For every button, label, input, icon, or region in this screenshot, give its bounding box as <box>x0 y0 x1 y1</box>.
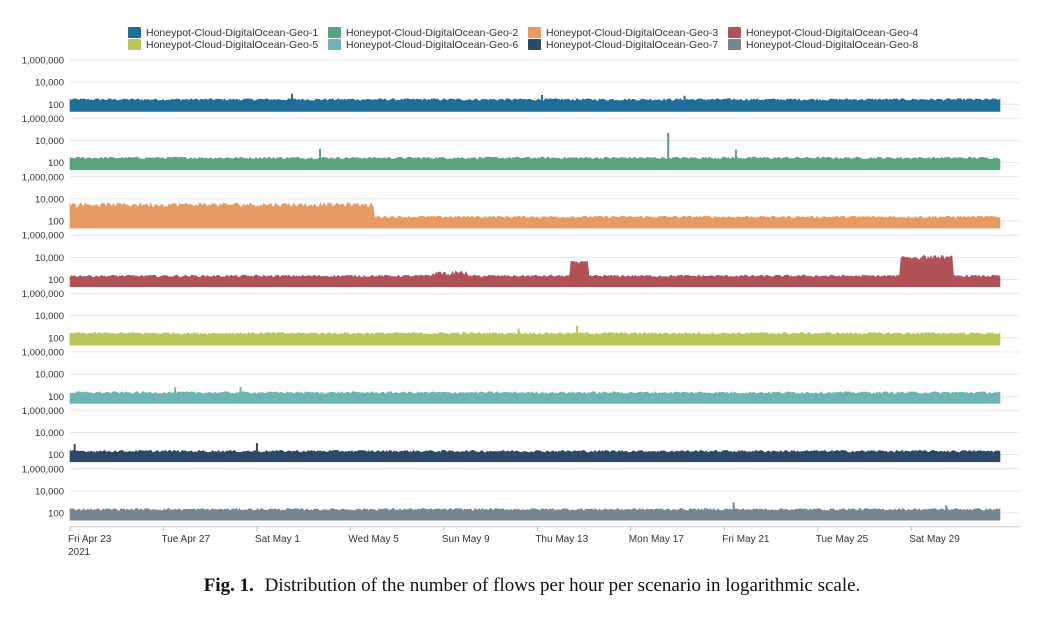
y-tick-label: 1,000,000 <box>22 464 64 475</box>
series-area <box>69 391 1001 404</box>
x-tick-label: Fri Apr 23 <box>68 534 112 545</box>
legend-label: Honeypot-Cloud-DigitalOcean-Geo-7 <box>546 38 719 51</box>
chart-svg: 100 10,000 1,000,000 100 10,000 1,000,000 100 1… <box>22 56 1020 558</box>
legend-swatch <box>728 27 741 38</box>
y-tick-label: 1,000,000 <box>22 406 64 417</box>
y-tick-label: 10,000 <box>35 486 64 497</box>
y-tick-label: 100 <box>48 509 64 520</box>
y-tick-label: 10,000 <box>35 428 64 439</box>
legend-swatch <box>528 39 541 50</box>
y-tick-label: 1,000,000 <box>22 172 64 183</box>
y-tick-label: 1,000,000 <box>22 114 64 125</box>
legend-swatch <box>128 27 141 38</box>
figure-caption: Fig. 1. Distribution of the number of fl… <box>0 575 1064 597</box>
series-area <box>69 507 1001 521</box>
y-tick-label: 10,000 <box>35 136 64 147</box>
y-tick-label: 1,000,000 <box>22 289 64 300</box>
legend-swatch <box>728 39 741 50</box>
y-tick-label: 100 <box>48 100 64 111</box>
legend-label: Honeypot-Cloud-DigitalOcean-Geo-4 <box>746 26 919 39</box>
x-tick-label: Mon May 17 <box>629 534 684 545</box>
y-tick-label: 100 <box>48 392 64 403</box>
y-tick-label: 1,000,000 <box>22 231 64 242</box>
x-tick-label: Tue Apr 27 <box>161 534 210 545</box>
legend-item: Honeypot-Cloud-DigitalOcean-Geo-7 <box>528 38 718 51</box>
legend-item: Honeypot-Cloud-DigitalOcean-Geo-8 <box>728 38 918 51</box>
legend-label: Honeypot-Cloud-DigitalOcean-Geo-6 <box>346 38 519 51</box>
caption-label: Fig. 1. <box>203 575 254 596</box>
legend-item: Honeypot-Cloud-DigitalOcean-Geo-6 <box>328 38 518 51</box>
series-area <box>69 97 1001 112</box>
legend-item: Honeypot-Cloud-DigitalOcean-Geo-3 <box>528 26 718 39</box>
series-area <box>69 449 1001 463</box>
legend-item: Honeypot-Cloud-DigitalOcean-Geo-5 <box>128 38 318 51</box>
x-tick-label: Sun May 9 <box>442 534 490 545</box>
x-tick-label: Tue May 25 <box>816 534 869 545</box>
x-tick-label: Thu May 13 <box>535 534 588 545</box>
x-tick-label: Sat May 29 <box>909 534 960 545</box>
legend-label: Honeypot-Cloud-DigitalOcean-Geo-1 <box>146 26 319 39</box>
legend-item: Honeypot-Cloud-DigitalOcean-Geo-4 <box>728 26 918 39</box>
y-tick-label: 10,000 <box>35 311 64 322</box>
legend-swatch <box>528 27 541 38</box>
x-tick-sublabel: 2021 <box>68 547 91 558</box>
x-tick-label: Wed May 5 <box>348 534 399 545</box>
legend-swatch <box>128 39 141 50</box>
y-tick-label: 100 <box>48 275 64 286</box>
y-tick-label: 100 <box>48 450 64 461</box>
legend-swatch <box>328 39 341 50</box>
series-area <box>69 202 1001 229</box>
series-area <box>69 156 1001 171</box>
y-tick-label: 100 <box>48 333 64 344</box>
y-tick-label: 100 <box>48 217 64 228</box>
y-tick-label: 1,000,000 <box>22 56 64 67</box>
series-area <box>69 255 1001 287</box>
legend-label: Honeypot-Cloud-DigitalOcean-Geo-5 <box>146 38 319 51</box>
figure: 100 10,000 1,000,000 100 10,000 1,000,000 100 1… <box>22 26 1020 558</box>
y-tick-label: 10,000 <box>35 370 64 381</box>
y-tick-label: 100 <box>48 158 64 169</box>
y-tick-label: 10,000 <box>35 194 64 205</box>
x-tick-label: Sat May 1 <box>255 534 300 545</box>
legend-label: Honeypot-Cloud-DigitalOcean-Geo-2 <box>346 26 519 39</box>
legend-label: Honeypot-Cloud-DigitalOcean-Geo-3 <box>546 26 719 39</box>
y-tick-label: 10,000 <box>35 78 64 89</box>
legend-item: Honeypot-Cloud-DigitalOcean-Geo-1 <box>128 26 318 39</box>
y-tick-label: 1,000,000 <box>22 348 64 359</box>
series-area <box>69 331 1001 346</box>
caption-text: Distribution of the number of flows per … <box>264 575 861 596</box>
legend-item: Honeypot-Cloud-DigitalOcean-Geo-2 <box>328 26 518 39</box>
legend-swatch <box>328 27 341 38</box>
x-tick-label: Fri May 21 <box>722 534 770 545</box>
y-tick-label: 10,000 <box>35 253 64 264</box>
legend-label: Honeypot-Cloud-DigitalOcean-Geo-8 <box>746 38 919 51</box>
